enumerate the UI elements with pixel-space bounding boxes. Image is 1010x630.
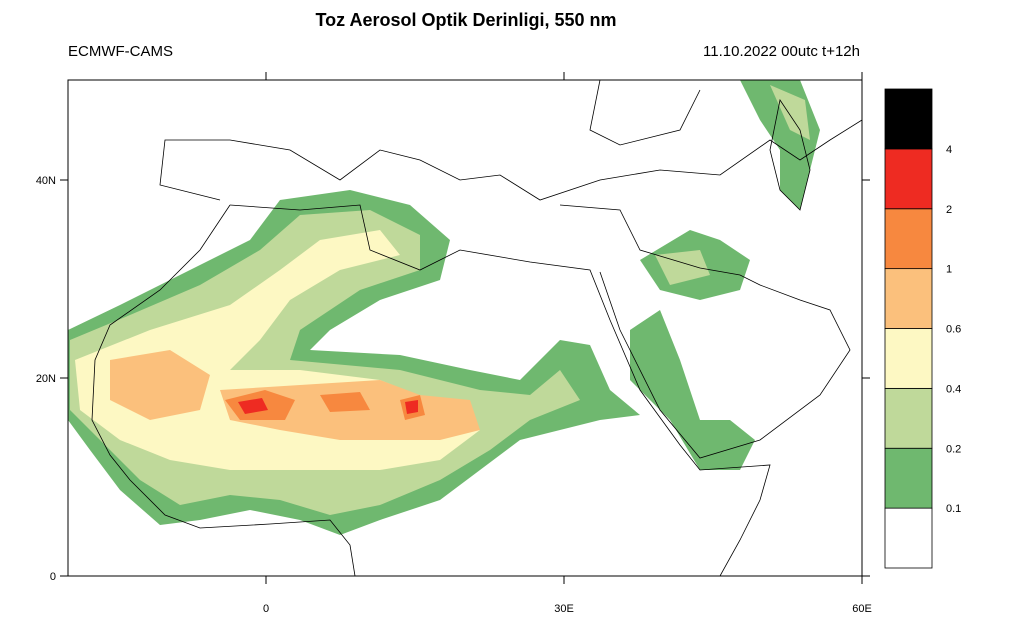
colorbar-label: 0.6 <box>946 324 961 336</box>
colorbar-box <box>884 507 933 569</box>
coastlines <box>91 80 862 576</box>
lat-label: 0 <box>50 571 56 583</box>
colorbar-label: 4 <box>946 144 952 156</box>
colorbar-box <box>884 328 933 389</box>
lat-label: 20N <box>36 373 56 385</box>
colorbar-box <box>884 268 933 329</box>
lon-label: 30E <box>554 603 574 615</box>
colorbar-box <box>884 447 933 509</box>
colorbar-label: 0.1 <box>946 503 961 515</box>
colorbar-box <box>884 148 933 210</box>
colorbar-label: 1 <box>946 264 952 276</box>
lon-label: 0 <box>263 603 269 615</box>
title: Toz Aerosol Optik Derinligi, 550 nm <box>315 10 616 30</box>
map-frame <box>67 79 863 577</box>
colorbar-box <box>884 208 933 270</box>
colorbar-box <box>884 387 933 449</box>
colorbar-label: 2 <box>946 204 952 216</box>
colorbar-box <box>884 88 933 150</box>
dust-field <box>68 80 820 535</box>
lon-label: 60E <box>852 603 872 615</box>
colorbar-label: 0.4 <box>946 383 961 395</box>
lat-label: 40N <box>36 175 56 187</box>
colorbar-label: 0.2 <box>946 443 961 455</box>
source: ECMWF-CAMS <box>68 43 173 60</box>
valid-time: 11.10.2022 00utc t+12h <box>703 43 860 60</box>
